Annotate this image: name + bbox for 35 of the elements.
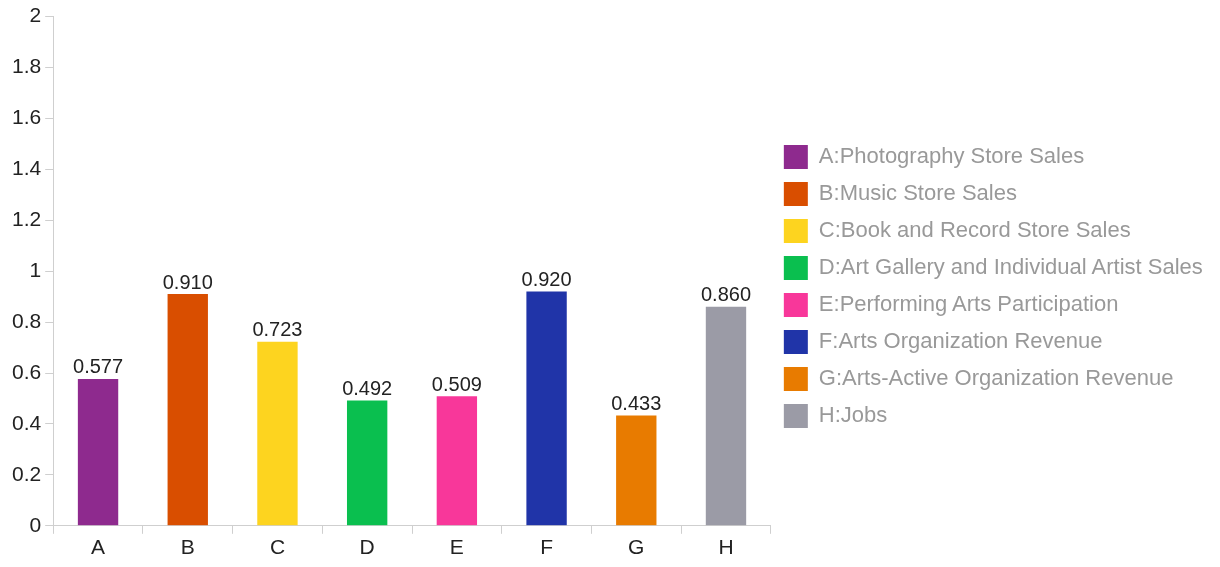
x-tick-label: F <box>540 535 553 559</box>
data-label: 0.433 <box>611 392 662 415</box>
x-tick-label: C <box>269 535 286 559</box>
y-tick-label: 1.8 <box>11 54 42 78</box>
data-label: 0.920 <box>521 268 572 291</box>
legend-label: C:Book and Record Store Sales <box>818 217 1131 243</box>
y-tick-label: 1 <box>29 258 42 281</box>
data-label: 0.577 <box>73 355 124 378</box>
legend-label: G:Arts-Active Organization Revenue <box>818 365 1174 391</box>
legend-label: F:Arts Organization Revenue <box>818 328 1103 354</box>
x-tick-label: A <box>91 535 106 559</box>
y-tick-label: 0.8 <box>11 308 42 332</box>
x-tick-label: H <box>718 535 734 559</box>
legend-label: D:Art Gallery and Individual Artist Sales <box>818 254 1203 280</box>
legend-label: H:Jobs <box>818 402 888 428</box>
y-tick-label: 1.4 <box>11 156 42 180</box>
x-tick-label: B <box>180 535 195 559</box>
y-tick-label: 2 <box>29 3 42 27</box>
y-tick-label: 0.6 <box>11 359 42 383</box>
y-tick-label: 1.6 <box>11 105 42 129</box>
x-tick-label: D <box>359 535 375 559</box>
y-tick-label: 0.2 <box>11 461 42 485</box>
data-label: 0.860 <box>700 283 752 306</box>
data-label: 0.492 <box>342 377 393 400</box>
x-tick-label: E <box>449 535 464 559</box>
legend-label: A:Photography Store Sales <box>818 143 1085 169</box>
data-label: 0.910 <box>162 270 213 293</box>
legend-label: B:Music Store Sales <box>818 180 1017 206</box>
x-tick-label: G <box>628 535 645 559</box>
data-label: 0.723 <box>252 318 303 341</box>
legend-label: E:Performing Arts Participation <box>818 291 1119 317</box>
y-tick-label: 0 <box>29 512 42 536</box>
y-tick-label: 0.4 <box>11 410 42 434</box>
data-label: 0.509 <box>431 372 482 395</box>
y-tick-label: 1.2 <box>11 207 42 231</box>
